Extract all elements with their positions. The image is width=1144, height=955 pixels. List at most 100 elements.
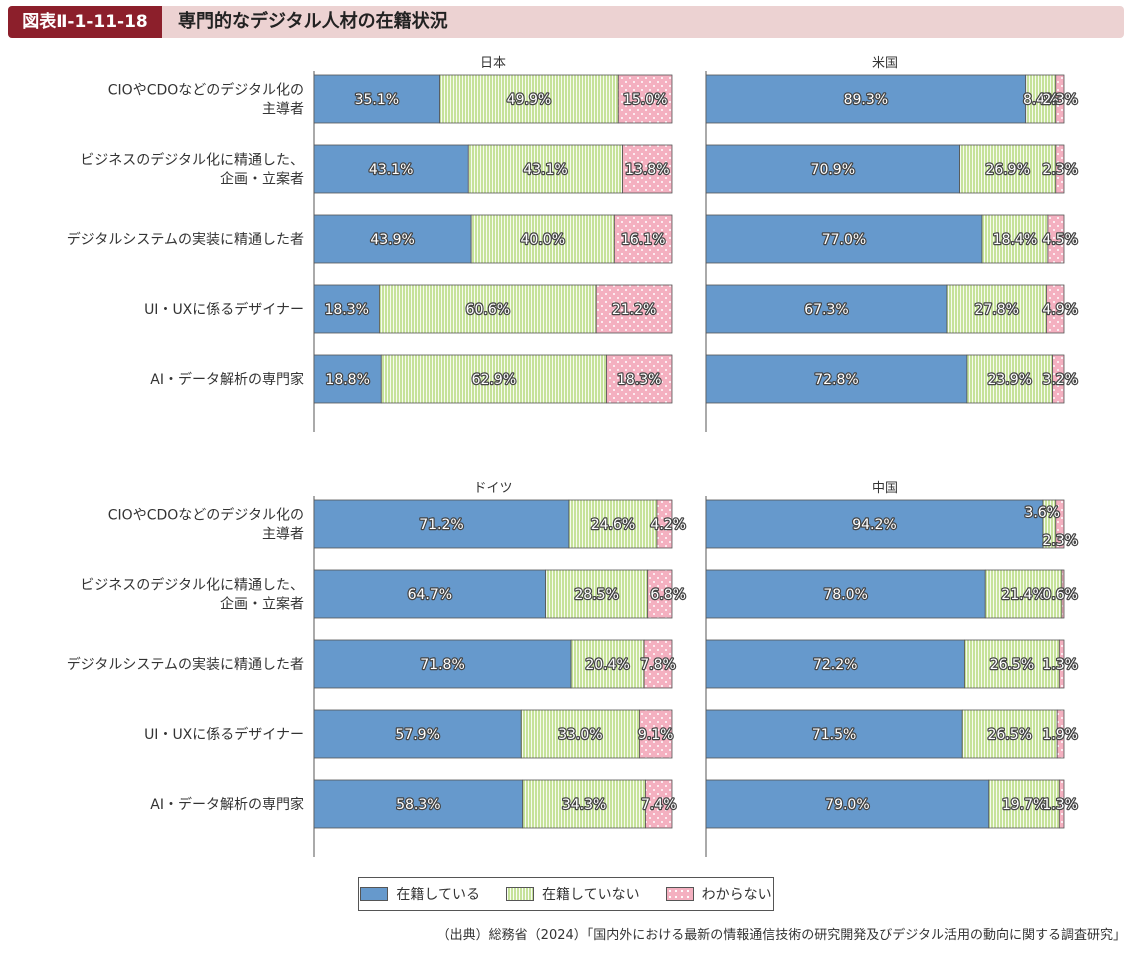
figure-header: 図表Ⅱ-1-11-18 専門的なデジタル人材の在籍状況 [8,6,1124,38]
data-label-unknown-1-1: 2.3% [1042,162,1078,178]
bar-absent-3-2 [964,639,1060,689]
panel-title-2: ドイツ [473,481,512,496]
panel-title-0: 日本 [480,56,506,71]
data-label-present-0-1: 43.1% [369,162,413,178]
data-label-present-0-2: 43.9% [370,232,414,248]
data-label-unknown-3-4: 1.3% [1042,797,1078,813]
data-label-unknown-0-2: 16.1% [621,232,665,248]
data-label-unknown-2-3: 9.1% [638,727,674,743]
source-note: （出典）総務省（2024）「国内外における最新の情報通信技術の研究開発及びデジタ… [436,928,1126,943]
category-label-0-0-0: CIOやCDOなどのデジタル化の [108,82,304,99]
panel-3: 中国 94.2% 3.6% 2.3% 78.0% 21.4%0.6% 72.2% 26.5% 1… [705,481,1079,857]
bar-present-2-4 [313,779,524,829]
bar-unknown-3-2 [1058,639,1065,689]
bar-present-0-4 [313,354,382,404]
legend-label-absent: 在籍していない [542,887,640,903]
data-label-present-3-1: 78.0% [823,587,867,603]
data-label-present-3-4: 79.0% [825,797,869,813]
bar-absent-2-1 [545,569,649,619]
data-label-unknown-0-1: 13.8% [625,162,669,178]
bar-present-0-2 [313,214,472,264]
panel-0: 日本 CIOやCDOなどのデジタル化の主導者ビジネスのデジタル化に精通した、企画・… [67,56,673,432]
category-label-2-1-0: ビジネスのデジタル化に精通した、 [80,577,304,594]
bar-present-3-3 [705,709,963,759]
category-label-0-1-0: ビジネスのデジタル化に精通した、 [80,152,304,169]
bar-absent-2-4 [522,779,646,829]
bar-unknown-0-4 [606,354,673,404]
bar-unknown-3-0 [1055,499,1065,549]
data-label-unknown-2-1: 6.8% [650,587,686,603]
bar-absent-3-1 [984,569,1063,619]
bar-unknown-0-3 [595,284,673,334]
bar-unknown-0-2 [613,214,673,264]
bar-present-3-0 [705,499,1044,549]
data-label-absent-2-2: 20.4% [585,657,629,673]
data-label-present-2-4: 58.3% [396,797,440,813]
bar-present-1-0 [705,74,1027,124]
legend-item-unknown: わからない [665,884,772,904]
bar-unknown-1-1 [1055,144,1065,194]
bar-unknown-1-3 [1046,284,1065,334]
panel-title-1: 米国 [872,56,898,71]
category-label-2-4-0: AI・データ解析の専門家 [150,796,304,813]
bar-present-3-4 [705,779,990,829]
data-label-absent-2-3: 33.0% [558,727,602,743]
data-label-unknown-3-0: 2.3% [1042,533,1078,549]
data-label-present-1-1: 70.9% [811,162,855,178]
bar-unknown-0-0 [617,74,673,124]
category-label-2-2-0: デジタルシステムの実装に精通した者 [67,656,304,673]
panel-title-3: 中国 [872,481,898,496]
bar-unknown-1-4 [1052,354,1065,404]
bar-absent-2-0 [568,499,658,549]
data-label-absent-0-3: 60.6% [466,302,510,318]
bar-present-0-1 [313,144,469,194]
bar-present-3-1 [705,569,986,619]
data-label-present-0-4: 18.8% [325,372,369,388]
figure-title: 専門的なデジタル人材の在籍状況 [178,11,448,32]
category-label-2-0-1: 主導者 [262,527,304,543]
bar-present-3-2 [705,639,965,689]
data-label-unknown-1-2: 4.5% [1042,232,1078,248]
legend-swatch-present [360,887,389,901]
data-label-absent-0-1: 43.1% [523,162,567,178]
data-label-present-0-3: 18.3% [324,302,368,318]
data-label-unknown-2-0: 4.2% [650,517,686,533]
bar-unknown-1-0 [1055,74,1065,124]
data-label-present-2-1: 64.7% [408,587,452,603]
data-label-absent-2-1: 28.5% [574,587,618,603]
data-label-unknown-2-2: 7.8% [640,657,676,673]
data-label-absent-3-0: 3.6% [1024,505,1060,521]
bar-unknown-2-4 [645,779,673,829]
bar-absent-3-4 [988,779,1060,829]
data-label-absent-1-0: 8.4% [1023,92,1059,108]
data-label-unknown-1-4: 3.2% [1042,372,1078,388]
bar-unknown-3-3 [1056,709,1065,759]
data-label-unknown-0-4: 18.3% [617,372,661,388]
data-label-present-1-2: 77.0% [822,232,866,248]
category-label-0-1-1: 企画・立案者 [220,171,304,188]
category-label-0-4-0: AI・データ解析の専門家 [150,371,304,388]
data-label-absent-1-1: 26.9% [985,162,1029,178]
data-label-unknown-0-0: 15.0% [623,92,667,108]
data-label-absent-0-4: 62.9% [472,372,516,388]
data-label-absent-3-4: 19.7% [1002,797,1046,813]
data-label-present-3-0: 94.2% [852,517,896,533]
data-label-present-1-4: 72.8% [814,372,858,388]
category-label-0-2-0: デジタルシステムの実装に精通した者 [67,231,304,248]
data-label-unknown-0-3: 21.2% [612,302,656,318]
bar-unknown-2-3 [639,709,673,759]
data-label-absent-3-1: 21.4% [1001,587,1045,603]
data-label-absent-1-3: 27.8% [974,302,1018,318]
data-label-absent-1-4: 23.9% [987,372,1031,388]
bar-absent-2-2 [570,639,645,689]
data-label-unknown-3-1: 0.6% [1042,587,1078,603]
data-label-present-2-3: 57.9% [395,727,439,743]
category-label-2-3-0: UI・UXに係るデザイナー [144,726,304,743]
data-label-absent-3-2: 26.5% [990,657,1034,673]
bar-unknown-3-4 [1058,779,1065,829]
bar-present-1-3 [705,284,948,334]
data-label-absent-2-0: 24.6% [591,517,635,533]
legend-swatch-absent [506,887,534,901]
bar-present-2-3 [313,709,522,759]
